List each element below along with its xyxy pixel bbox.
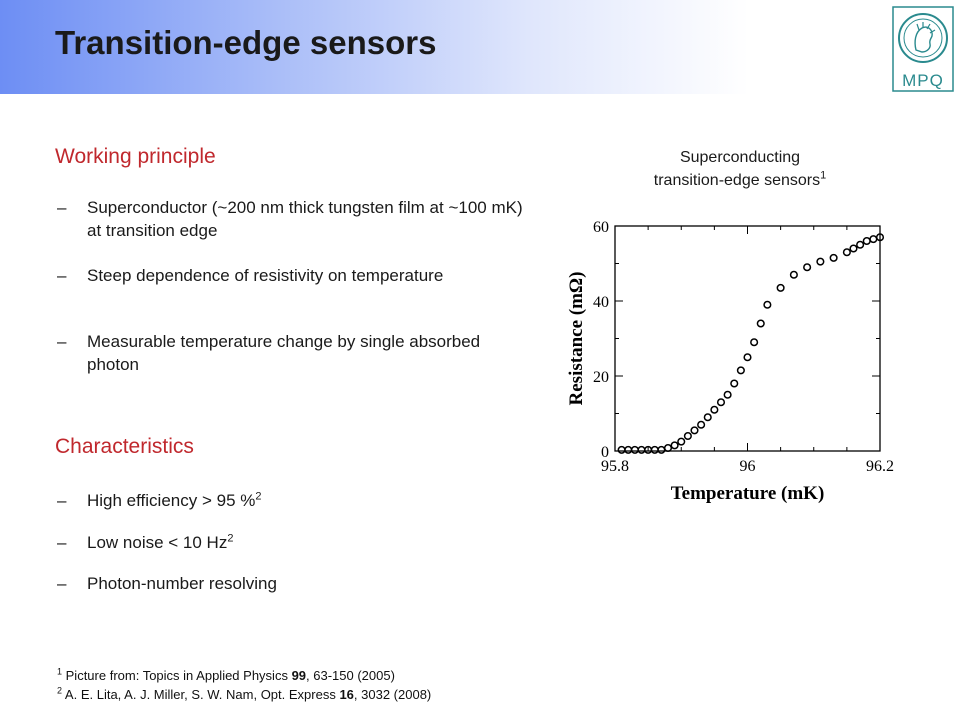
data-point bbox=[624, 445, 633, 454]
data-point bbox=[756, 319, 765, 328]
footnotes: 1 Picture from: Topics in Applied Physic… bbox=[57, 666, 431, 704]
y-tick-label: 40 bbox=[593, 294, 609, 311]
data-point bbox=[803, 263, 812, 272]
y-tick-label: 20 bbox=[593, 369, 609, 386]
data-point bbox=[677, 437, 686, 446]
data-point bbox=[723, 390, 732, 399]
x-tick-label: 95.8 bbox=[601, 458, 629, 475]
data-point bbox=[750, 338, 759, 347]
data-point bbox=[703, 413, 712, 422]
bullet-item: – Low noise < 10 Hz2 bbox=[57, 532, 234, 552]
slide-title: Transition-edge sensors bbox=[55, 24, 437, 61]
data-point bbox=[690, 426, 699, 435]
data-point bbox=[670, 441, 679, 450]
y-axis-label: Resistance (mΩ) bbox=[566, 272, 587, 406]
data-point bbox=[776, 283, 785, 292]
data-point bbox=[816, 257, 825, 266]
data-point bbox=[743, 353, 752, 362]
data-point bbox=[856, 240, 865, 249]
footnote-1: 1 Picture from: Topics in Applied Physic… bbox=[57, 666, 395, 683]
footnote-2: 2 A. E. Lita, A. J. Miller, S. W. Nam, O… bbox=[57, 685, 432, 702]
data-point bbox=[849, 244, 858, 253]
data-point bbox=[657, 445, 666, 454]
data-point bbox=[710, 405, 719, 414]
data-point bbox=[869, 235, 878, 244]
data-point bbox=[716, 398, 726, 407]
figure-caption: Superconducting transition-edge sensors1 bbox=[653, 149, 827, 189]
resistance-temperature-chart: 95.8 96 96.2 0 20 40 60 Temperature (mK) Resista… bbox=[566, 219, 894, 504]
y-tick-label: 0 bbox=[601, 444, 609, 461]
data-point bbox=[683, 431, 692, 441]
data-point bbox=[875, 233, 885, 242]
mpq-logo: MPQ bbox=[892, 6, 954, 92]
data-point bbox=[842, 248, 851, 257]
x-tick-label: 96 bbox=[740, 458, 756, 475]
data-point bbox=[663, 443, 673, 453]
data-point bbox=[763, 300, 772, 309]
x-tick-label: 96.2 bbox=[866, 458, 894, 475]
bullet-item: – Superconductor (~200 nm thick tungsten… bbox=[57, 198, 523, 240]
y-tick-label: 60 bbox=[593, 219, 609, 236]
x-axis-label: Temperature (mK) bbox=[671, 483, 825, 504]
plot-frame bbox=[614, 225, 881, 452]
bullet-item: – Photon-number resolving bbox=[57, 574, 277, 593]
data-point bbox=[617, 445, 626, 454]
data-point bbox=[730, 379, 739, 388]
data-point bbox=[829, 253, 838, 262]
data-point bbox=[650, 445, 659, 454]
data-point bbox=[637, 445, 646, 454]
bullet-item: – Steep dependence of resistivity on tem… bbox=[57, 266, 444, 285]
characteristics-heading: Characteristics bbox=[55, 435, 194, 458]
data-point bbox=[736, 366, 745, 375]
data-point bbox=[862, 236, 871, 246]
header-band bbox=[0, 0, 960, 94]
bullet-item: – High efficiency > 95 %2 bbox=[57, 490, 262, 510]
data-point bbox=[630, 445, 639, 454]
data-point bbox=[697, 420, 706, 429]
svg-text:MPQ: MPQ bbox=[902, 71, 944, 90]
data-point bbox=[789, 270, 798, 279]
bullet-item: – Measurable temperature change by singl… bbox=[57, 332, 481, 374]
working-principle-heading: Working principle bbox=[55, 145, 216, 168]
